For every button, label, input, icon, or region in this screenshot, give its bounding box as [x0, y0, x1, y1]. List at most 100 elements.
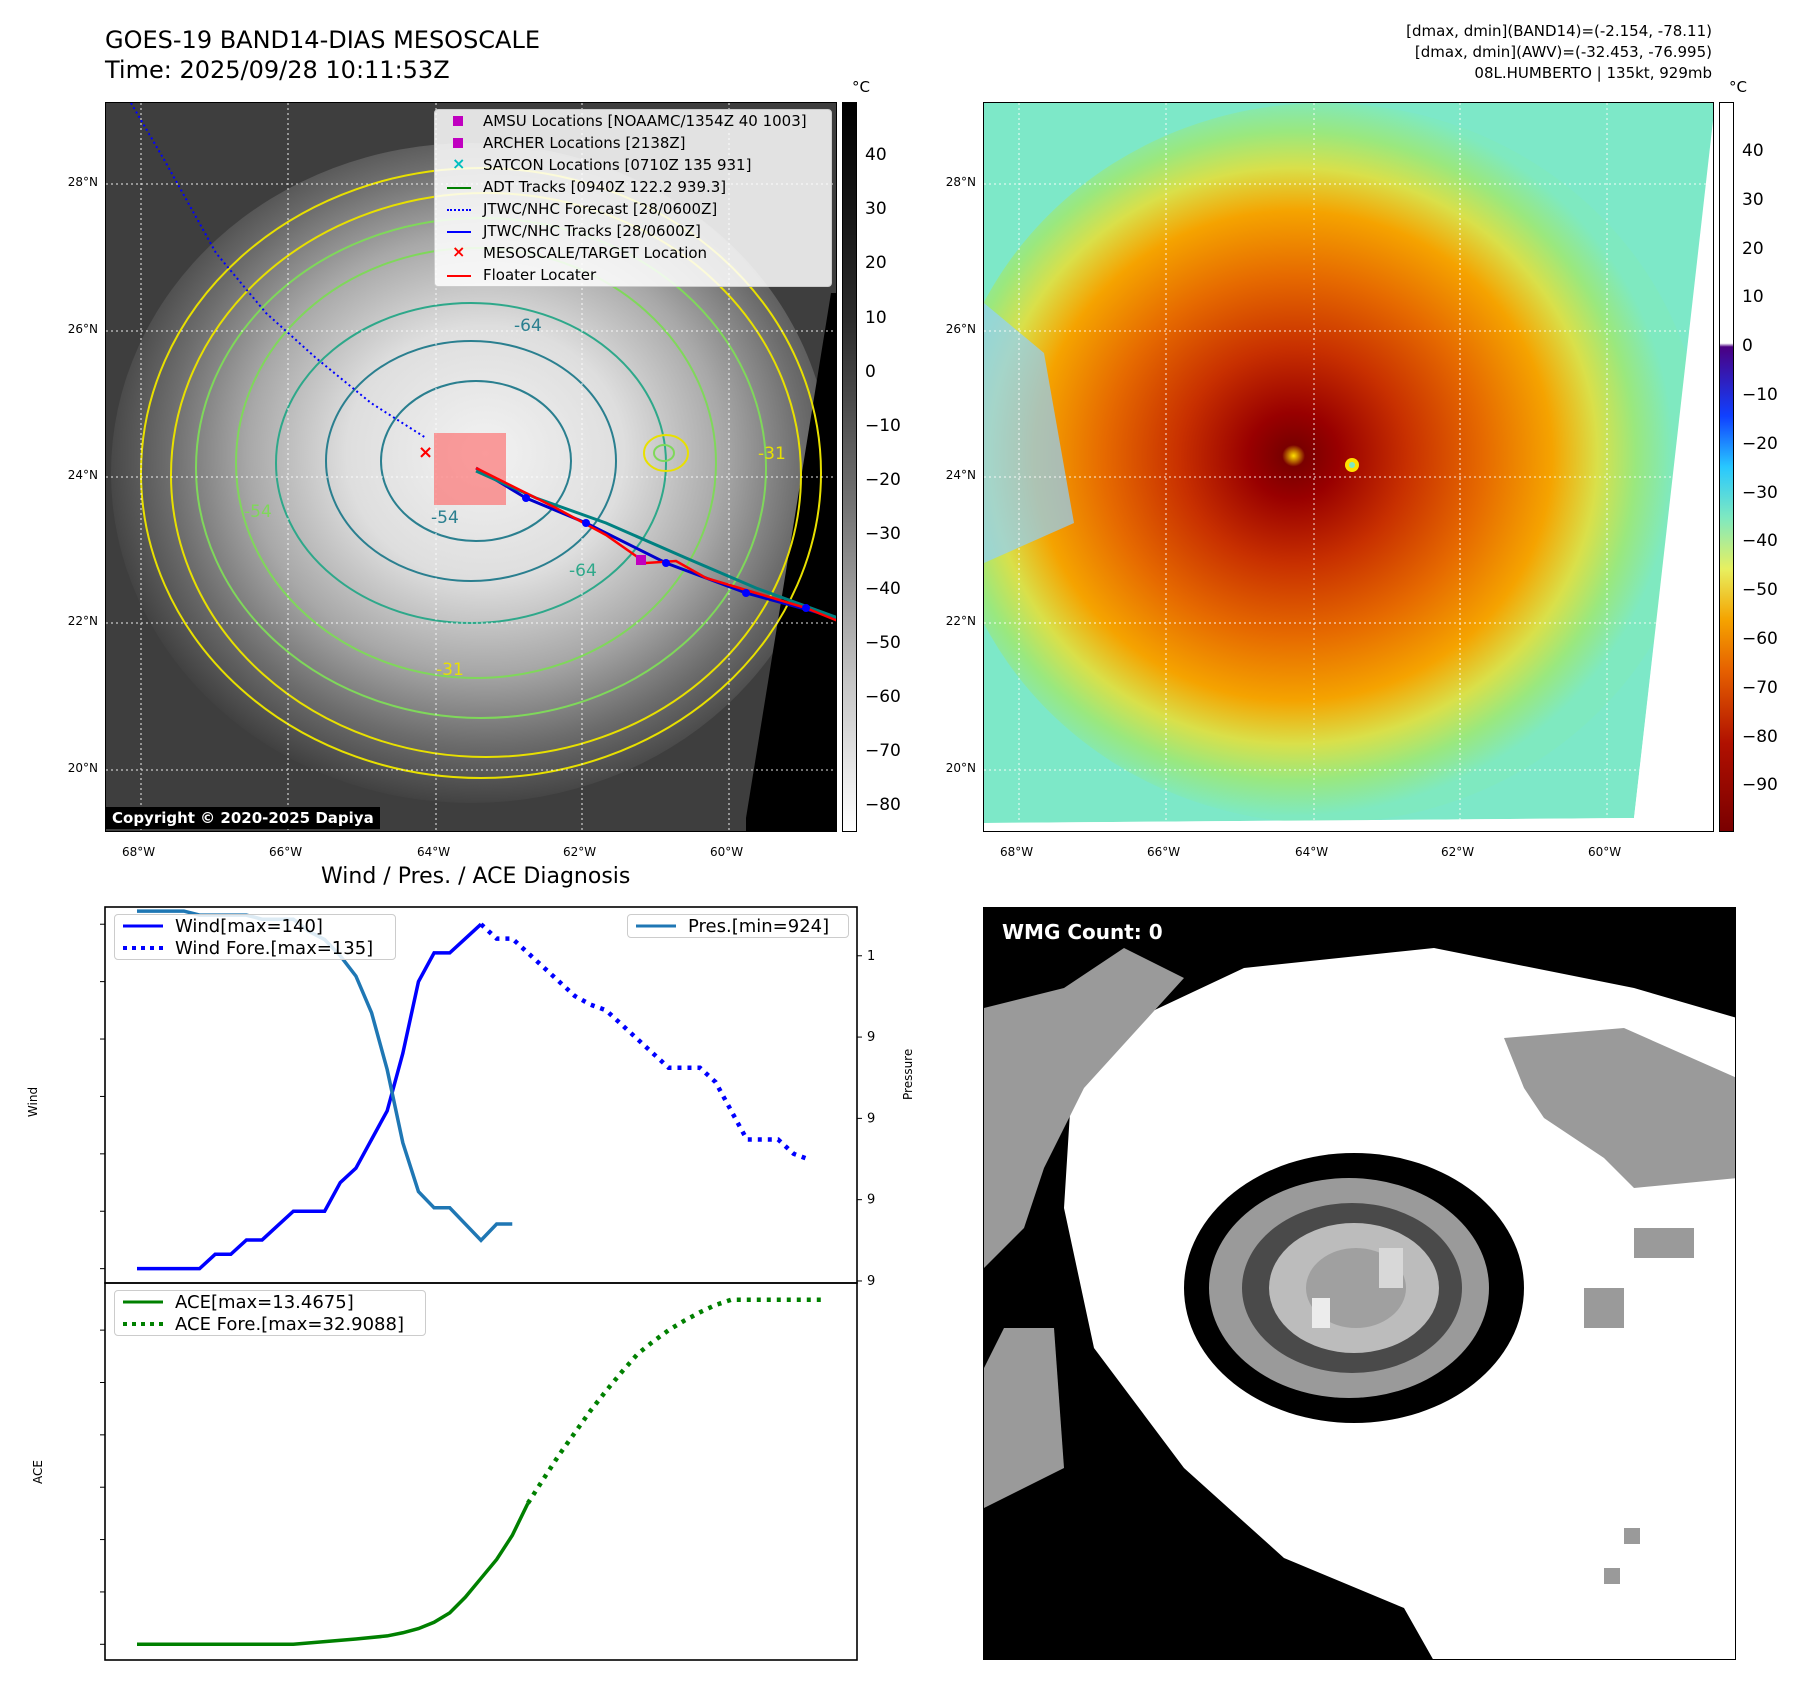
- lat-tick: 26°N: [67, 322, 98, 336]
- legend-swatch: [447, 275, 471, 277]
- band14-colorbar: [842, 102, 857, 832]
- colorbar-tick: −40: [865, 578, 901, 599]
- plot-frame: [104, 1282, 858, 1661]
- map-legend-label: Floater Locater: [483, 266, 597, 284]
- wind-axis-label: Wind: [26, 1086, 41, 1118]
- y2-tick-label: 1000: [867, 949, 875, 964]
- legend-swatch: [453, 116, 463, 126]
- awv-colorbar: [1719, 102, 1734, 832]
- awv-map: [984, 103, 1713, 831]
- legend-ace-forecast: ACE Fore.[max=32.9088]: [175, 1314, 404, 1335]
- map-legend-item: × SATCON Locations [0710Z 135 931]: [435, 154, 831, 176]
- lon-tick: 62°W: [563, 845, 597, 859]
- floater-box: [434, 433, 506, 505]
- colorbar-tick: 10: [1742, 287, 1764, 308]
- lat-tick: 22°N: [67, 614, 98, 628]
- copyright-label: Copyright © 2020-2025 Dapiya: [106, 807, 380, 829]
- map-legend-label: JTWC/NHC Forecast [28/0600Z]: [483, 200, 718, 218]
- legend-ace: ACE[max=13.4675]: [175, 1292, 354, 1313]
- legend-wind-forecast: Wind Fore.[max=135]: [175, 938, 374, 959]
- wmg-panel: WMG Count: 0: [983, 907, 1736, 1660]
- colorbar-tick: −50: [865, 632, 901, 653]
- forecast-track: [130, 103, 427, 439]
- contour-label: -64: [569, 561, 597, 581]
- lat-tick: 26°N: [945, 322, 976, 336]
- map-legend: AMSU Locations [NOAAMC/1354Z 40 1003] ARC…: [434, 109, 832, 287]
- lat-tick: 20°N: [67, 761, 98, 775]
- colorbar-tick: 40: [1742, 141, 1764, 161]
- jtwc-track: [475, 466, 836, 620]
- legend-wind: Wind[max=140]: [175, 916, 323, 937]
- legend-swatch: [447, 231, 471, 233]
- map-legend-item: AMSU Locations [NOAAMC/1354Z 40 1003]: [435, 110, 831, 132]
- map-legend-label: SATCON Locations [0710Z 135 931]: [483, 156, 752, 174]
- y2-tick-label: 960: [867, 1111, 875, 1126]
- colorbar-tick: −20: [1742, 433, 1778, 454]
- figure-time: Time: 2025/09/28 10:11:53Z: [105, 56, 450, 84]
- contour-label: -31: [758, 444, 786, 464]
- map-legend-label: JTWC/NHC Tracks [28/0600Z]: [483, 222, 701, 240]
- colorbar-tick: 20: [1742, 238, 1764, 259]
- dmax-awv: [dmax, dmin](AWV)=(-32.453, -76.995): [1414, 43, 1712, 61]
- colorbar-tick: −60: [865, 687, 901, 707]
- band14-colorbar-unit: °C: [852, 78, 870, 96]
- wmg-count-label: WMG Count: 0: [992, 916, 1173, 948]
- legend-pressure: Pres.[min=924]: [688, 916, 830, 937]
- lon-tick: 62°W: [1441, 845, 1475, 859]
- legend-swatch: ×: [452, 242, 466, 261]
- colorbar-tick: 40: [865, 145, 887, 165]
- lat-tick: 20°N: [945, 761, 976, 775]
- y2-tick-label: 980: [867, 1030, 875, 1045]
- colorbar-tick: 10: [865, 307, 887, 328]
- legend-swatch: [447, 209, 471, 211]
- colorbar-tick: 0: [865, 361, 876, 382]
- colorbar-tick: 30: [1742, 189, 1764, 210]
- pressure-axis-label: Pressure: [901, 1048, 915, 1100]
- series-line: [137, 909, 513, 1243]
- colorbar-tick: −30: [865, 524, 901, 545]
- colorbar-tick: −80: [1742, 726, 1778, 747]
- colorbar-tick: −10: [865, 416, 901, 436]
- map-legend-item: ADT Tracks [0940Z 122.2 939.3]: [435, 176, 831, 198]
- plot-frame: [104, 906, 858, 1284]
- contour-label: -64: [514, 316, 542, 336]
- colorbar-tick: 0: [1742, 336, 1753, 357]
- awv-map-panel: [983, 102, 1714, 832]
- map-legend-item: JTWC/NHC Forecast [28/0600Z]: [435, 198, 831, 220]
- colorbar-tick: −10: [1742, 385, 1778, 405]
- lon-tick: 66°W: [269, 845, 303, 859]
- lon-tick: 60°W: [710, 845, 744, 859]
- colorbar-tick: −70: [1742, 677, 1778, 698]
- lon-tick: 64°W: [1295, 845, 1329, 859]
- dmax-band14: [dmax, dmin](BAND14)=(-2.154, -78.11): [1406, 22, 1712, 40]
- series-line: [137, 1502, 530, 1647]
- lon-tick: 64°W: [417, 845, 451, 859]
- y2-tick-label: 920: [867, 1274, 875, 1289]
- colorbar-tick: −90: [1742, 775, 1778, 796]
- map-legend-label: ADT Tracks [0940Z 122.2 939.3]: [483, 178, 727, 196]
- contour-label: -31: [436, 660, 464, 680]
- wmg-image: [984, 908, 1735, 1659]
- target-marker: ×: [418, 442, 433, 463]
- series-line: [526, 1297, 825, 1505]
- legend-swatch: ×: [452, 154, 466, 173]
- colorbar-tick: −20: [865, 470, 901, 491]
- legend-swatch: [453, 138, 463, 148]
- colorbar-tick: 20: [865, 253, 887, 274]
- lon-tick: 60°W: [1588, 845, 1622, 859]
- colorbar-tick: −60: [1742, 629, 1778, 649]
- diagnosis-title: Wind / Pres. / ACE Diagnosis: [321, 864, 631, 889]
- series-line: [479, 922, 811, 1162]
- lat-tick: 28°N: [67, 175, 98, 189]
- colorbar-tick: −80: [865, 795, 901, 816]
- lon-tick: 66°W: [1147, 845, 1181, 859]
- lon-tick: 68°W: [1000, 845, 1034, 859]
- map-legend-label: AMSU Locations [NOAAMC/1354Z 40 1003]: [483, 112, 807, 130]
- pressure-legend: Pres.[min=924]: [627, 914, 849, 938]
- ace-chart: 051015202530: [100, 1282, 858, 1661]
- map-legend-label: ARCHER Locations [2138Z]: [483, 134, 686, 152]
- lat-tick: 28°N: [945, 175, 976, 189]
- storm-info: 08L.HUMBERTO | 135kt, 929mb: [1474, 64, 1712, 82]
- awv-gridlines: [984, 103, 1713, 831]
- lat-tick: 24°N: [67, 468, 98, 482]
